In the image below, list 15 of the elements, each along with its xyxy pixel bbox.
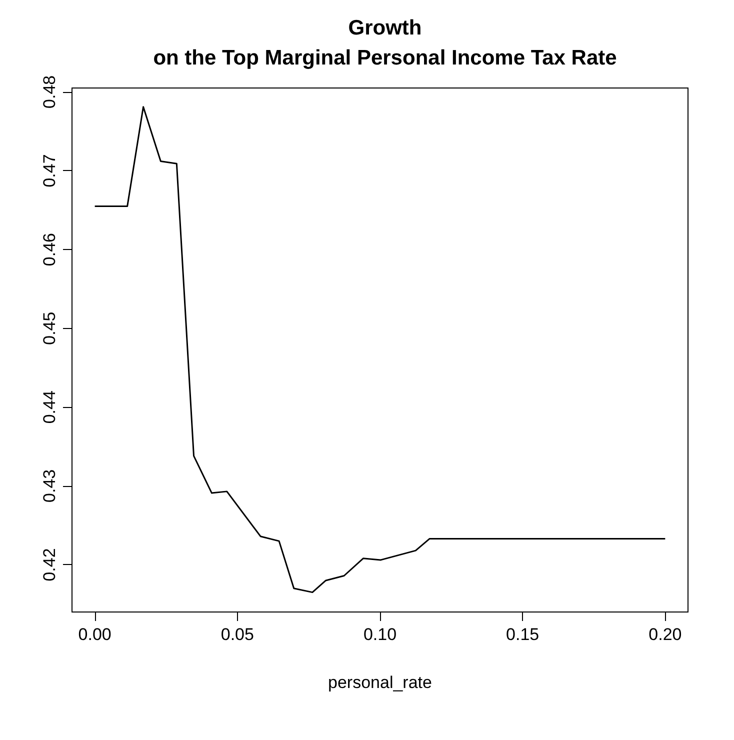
y-tick-label: 0.48 — [40, 75, 59, 108]
x-axis-title: personal_rate — [328, 673, 432, 692]
chart-title: Growth on the Top Marginal Personal Income Tax Rate — [153, 16, 617, 70]
x-tick-label: 0.10 — [363, 625, 397, 644]
x-tick-label: 0.00 — [78, 625, 112, 644]
y-tick-label: 0.46 — [40, 232, 59, 266]
x-tick-label: 0.20 — [648, 625, 682, 644]
y-tick-label: 0.45 — [40, 312, 59, 345]
y-tick-label: 0.47 — [40, 154, 59, 188]
x-tick-label: 0.05 — [220, 625, 254, 644]
y-tick-label: 0.42 — [40, 548, 59, 582]
y-tick-label: 0.43 — [40, 469, 59, 502]
x-tick-label: 0.15 — [506, 625, 540, 644]
line-series — [94, 106, 666, 594]
y-tick-label: 0.44 — [40, 390, 59, 424]
